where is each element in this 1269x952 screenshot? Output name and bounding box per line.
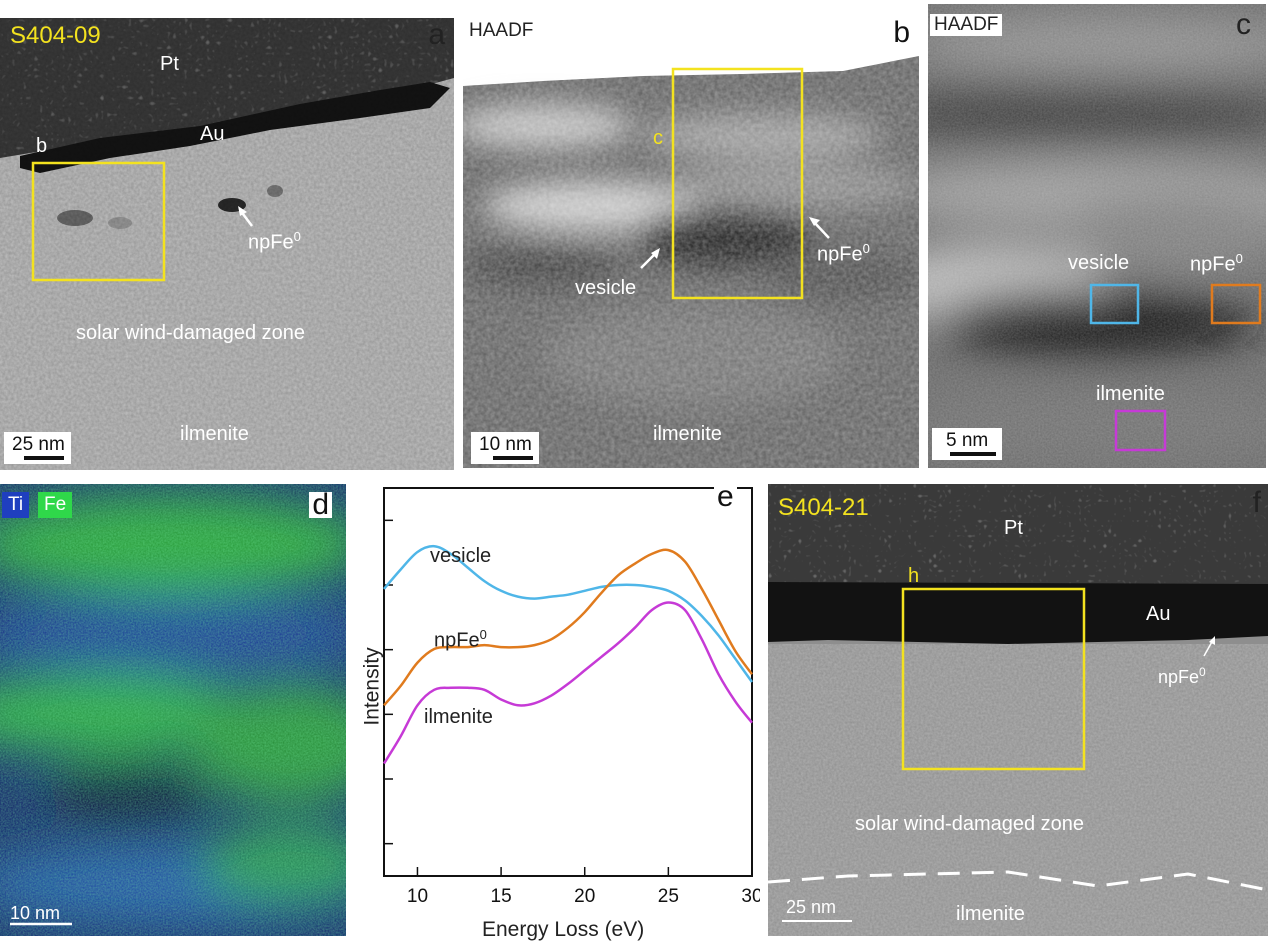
panel-a-pt-label: Pt <box>160 53 179 75</box>
panel-c-micrograph <box>928 4 1266 468</box>
panel-a-npfe-sup: 0 <box>293 229 301 244</box>
panel-a-box-label: b <box>36 135 48 157</box>
panel-f-box-label: h <box>908 565 920 587</box>
panel-a-micrograph <box>0 18 454 470</box>
panel-b-box-label: c <box>653 127 663 149</box>
panel-a-zone-label: solar wind-damaged zone <box>76 322 306 344</box>
panel-e-chart: 10 15 20 25 30 e vesicle npFe0 ilmenite Ener… <box>352 480 761 946</box>
panel-a-scalebar-text: 25 nm <box>12 434 65 455</box>
chart-annotation-npfe: npFe0 <box>434 628 487 651</box>
panel-f-npfe-label: npFe0 <box>1158 666 1206 686</box>
panel-f-sample-id: S404-21 <box>778 494 869 521</box>
panel-a-sample-id: S404-09 <box>10 22 101 49</box>
x-tick-label-0: 10 <box>407 886 428 907</box>
panel-f-mineral-label: ilmenite <box>956 903 1025 925</box>
panel-c-npfe-text: npFe <box>1190 253 1236 276</box>
panel-c-mineral-label: ilmenite <box>1096 383 1165 405</box>
series-line-2 <box>382 601 753 765</box>
panel-f: S404-21 f Pt Au h npFe0 solar wind-damag… <box>768 484 1268 936</box>
panel-a-scalebar-bar <box>24 456 64 460</box>
panel-b-vesicle-label: vesicle <box>575 277 637 299</box>
x-tick-label-1: 15 <box>491 886 512 907</box>
chart-ylabel: Intensity <box>360 647 384 726</box>
panel-b-scalebar: 10 nm <box>471 432 539 464</box>
panel-f-scalebar-bar <box>782 920 852 922</box>
panel-b-mineral-label: ilmenite <box>653 423 722 445</box>
panel-d-letter: d <box>309 490 332 520</box>
panel-d-legend-fe: Fe <box>38 492 73 518</box>
panel-f-npfe-text: npFe <box>1158 667 1200 687</box>
panel-a-npfe-label: npFe0 <box>248 230 301 253</box>
panel-f-letter: f <box>1252 486 1261 519</box>
panel-d-scalebar-text: 10 nm <box>10 903 61 923</box>
chart-annotation-vesicle: vesicle <box>430 545 492 567</box>
spectrum-chart: 10 15 20 25 30 <box>382 487 760 907</box>
x-tick-label-3: 25 <box>658 886 679 907</box>
panel-c-scalebar-text: 5 nm <box>946 430 989 451</box>
panel-c-vesicle-label: vesicle <box>1068 252 1130 274</box>
panel-b-npfe-sup: 0 <box>862 241 870 256</box>
chart-annotation-ilmenite: ilmenite <box>424 706 493 728</box>
x-tick-label-4: 30 <box>741 886 760 907</box>
panel-b: HAADF b c vesicle npFe0 ilmenite 10 nm <box>463 16 919 468</box>
panel-a-mineral-label: ilmenite <box>180 423 249 445</box>
x-tick-label-2: 20 <box>574 886 595 907</box>
panel-a-npfe-text: npFe <box>248 231 294 254</box>
panel-b-scalebar-text: 10 nm <box>479 434 532 455</box>
chart-annotation-npfe-text: npFe <box>434 629 480 652</box>
panel-c: HAADF c vesicle npFe0 ilmenite 5 nm <box>928 4 1266 468</box>
panel-f-pt-label: Pt <box>1004 517 1023 539</box>
panel-a-au-label: Au <box>200 123 225 145</box>
panel-b-mode-label: HAADF <box>465 20 538 42</box>
panel-c-scalebar-bar <box>950 452 996 456</box>
panel-c-letter: c <box>1236 8 1251 41</box>
panel-d-legend-ti: Ti <box>2 492 30 518</box>
series-line-0 <box>383 544 754 683</box>
panel-b-letter: b <box>890 18 913 48</box>
panel-a-scalebar: 25 nm <box>4 432 71 464</box>
panel-f-micrograph <box>768 484 1268 936</box>
panel-f-npfe-sup: 0 <box>1199 665 1206 679</box>
panel-d: Ti Fe d 10 nm <box>0 484 346 936</box>
panel-f-scalebar-text: 25 nm <box>786 897 837 917</box>
panel-b-micrograph <box>463 16 919 468</box>
panel-e-letter: e <box>714 482 737 512</box>
chart-annotation-npfe-sup: 0 <box>479 627 487 642</box>
panel-c-scalebar: 5 nm <box>932 428 1002 460</box>
panel-d-elemental-map <box>0 484 346 936</box>
panel-a-letter: a <box>428 18 445 51</box>
panel-c-npfe-sup: 0 <box>1235 251 1243 266</box>
panel-b-npfe-text: npFe <box>817 243 863 266</box>
series-line-1 <box>383 548 754 707</box>
panel-f-au-label: Au <box>1146 603 1171 625</box>
panel-f-zone-label: solar wind-damaged zone <box>855 813 1085 835</box>
panel-c-npfe-label: npFe0 <box>1190 252 1243 275</box>
panel-b-npfe-label: npFe0 <box>817 242 870 265</box>
panel-a: a S404-09 Pt Au b npFe0 solar wind-damag… <box>0 18 454 470</box>
chart-xlabel: Energy Loss (eV) <box>482 918 645 941</box>
panel-b-scalebar-bar <box>493 456 533 460</box>
panel-c-mode-label: HAADF <box>930 14 1003 36</box>
